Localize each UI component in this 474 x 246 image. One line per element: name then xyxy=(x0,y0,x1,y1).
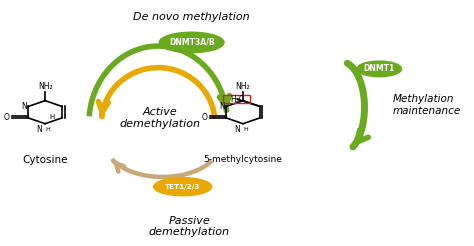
Text: O: O xyxy=(201,113,208,122)
Text: N: N xyxy=(36,125,43,134)
Text: H: H xyxy=(244,127,248,132)
Text: NH₂: NH₂ xyxy=(38,82,53,91)
Ellipse shape xyxy=(357,61,401,77)
Ellipse shape xyxy=(159,32,224,53)
Text: De novo methylation: De novo methylation xyxy=(133,12,250,22)
Text: DNMT1: DNMT1 xyxy=(364,64,395,73)
Ellipse shape xyxy=(154,178,212,196)
Text: TET1/2/3: TET1/2/3 xyxy=(165,184,201,190)
Text: N: N xyxy=(21,102,27,111)
Text: 5-methylcytosine: 5-methylcytosine xyxy=(203,155,283,165)
Text: N: N xyxy=(235,125,240,134)
Text: N: N xyxy=(219,102,225,111)
Text: Active
demethylation: Active demethylation xyxy=(120,108,201,129)
Text: NH₂: NH₂ xyxy=(236,82,250,91)
Text: Cytosine: Cytosine xyxy=(22,155,68,166)
Text: H: H xyxy=(49,114,55,120)
Text: H₃C: H₃C xyxy=(230,95,245,104)
Text: Methylation
maintenance: Methylation maintenance xyxy=(392,94,461,116)
Text: Passive
demethylation: Passive demethylation xyxy=(149,215,230,237)
Text: DNMT3A/B: DNMT3A/B xyxy=(169,38,214,47)
Text: H: H xyxy=(46,127,50,132)
Text: O: O xyxy=(4,113,9,122)
